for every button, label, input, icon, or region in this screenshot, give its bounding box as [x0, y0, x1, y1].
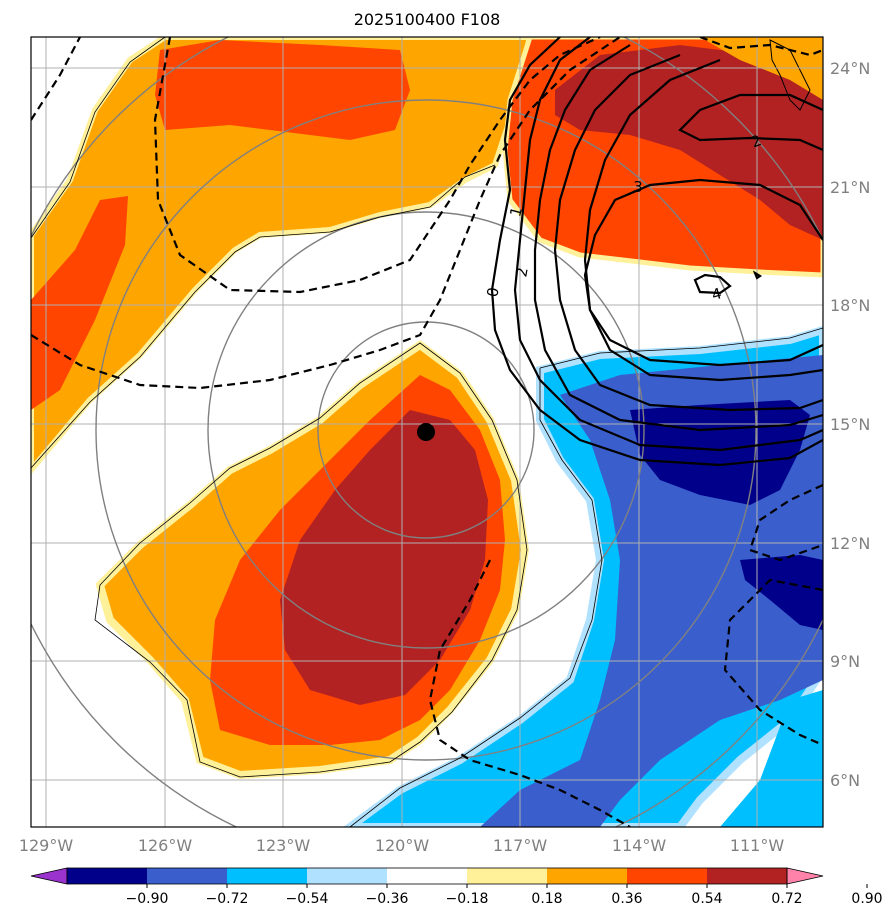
lat-label: 12°N [830, 534, 870, 553]
lon-label: 126°W [138, 836, 193, 855]
dashed-contours [31, 37, 823, 827]
solid-contours [490, 37, 823, 467]
contour-label-0: 0 [483, 286, 502, 299]
lon-label: 117°W [493, 836, 548, 855]
colorbar-extend-low [30, 867, 68, 885]
colorbar: −0.90 −0.72 −0.54 −0.36 −0.18 0.18 0.36 0.54 0.7… [30, 867, 883, 907]
colorbar-segment [707, 868, 787, 884]
lat-label: 18°N [830, 296, 870, 315]
lon-label: 114°W [612, 836, 667, 855]
graticule [31, 37, 823, 827]
storm-peak-anomaly [280, 410, 488, 705]
map-area: 0 1 2 2 3 4 [31, 37, 823, 827]
colorbar-tick-label: 0.18 [531, 891, 562, 907]
colorbar-segment [307, 868, 387, 884]
contour-label-2a: 2 [512, 266, 531, 279]
colorbar-segment [147, 868, 227, 884]
colorbar-frame [66, 867, 788, 885]
lon-label: 129°W [19, 836, 74, 855]
colorbar-extend-high [786, 867, 824, 885]
lat-label: 6°N [830, 771, 860, 790]
contour-label-3: 3 [633, 178, 643, 196]
colorbar-tick-label: 0.36 [611, 891, 642, 907]
peak-anomaly-region-northeast [555, 45, 823, 240]
colorbar-tick-label: 0.72 [771, 891, 802, 907]
range-rings [31, 37, 823, 827]
lat-label: 24°N [830, 59, 870, 78]
colorbar-tick-label: −0.72 [206, 891, 249, 907]
map-frame [30, 36, 824, 828]
colorbar-segment [387, 868, 467, 884]
lat-label: 9°N [830, 652, 860, 671]
colorbar-tick-label: −0.90 [126, 891, 169, 907]
latitude-labels: 24°N 21°N 18°N 15°N 12°N 9°N 6°N [830, 59, 870, 790]
colorbar-tick-label: −0.54 [286, 891, 329, 907]
lon-label: 123°W [256, 836, 311, 855]
colorbar-segment [547, 868, 627, 884]
contour-label-4: 4 [710, 284, 724, 304]
colorbar-segment [67, 868, 147, 884]
strong-anomaly-streak-west [31, 196, 128, 410]
lon-label: 111°W [730, 836, 785, 855]
lat-label: 21°N [830, 178, 870, 197]
contour-label-1: 1 [506, 205, 526, 219]
colorbar-tick-label: 0.54 [691, 891, 722, 907]
colorbar-tick-label: −0.36 [366, 891, 409, 907]
lon-label: 120°W [375, 836, 430, 855]
contour-labels: 0 1 2 2 3 4 [483, 131, 763, 304]
colorbar-tick-label: 0.90 [851, 891, 882, 907]
colorbar-segment [227, 868, 307, 884]
region-outlines [31, 37, 823, 827]
storm-center-marker [417, 423, 435, 441]
colorbar-tick-label: −0.18 [446, 891, 489, 907]
map-title: 2025100400 F108 [354, 10, 501, 29]
colorbar-segment [627, 868, 707, 884]
longitude-labels: 129°W 126°W 123°W 120°W 117°W 114°W 111°… [19, 836, 785, 855]
colorbar-segment [467, 868, 547, 884]
lat-label: 15°N [830, 415, 870, 434]
